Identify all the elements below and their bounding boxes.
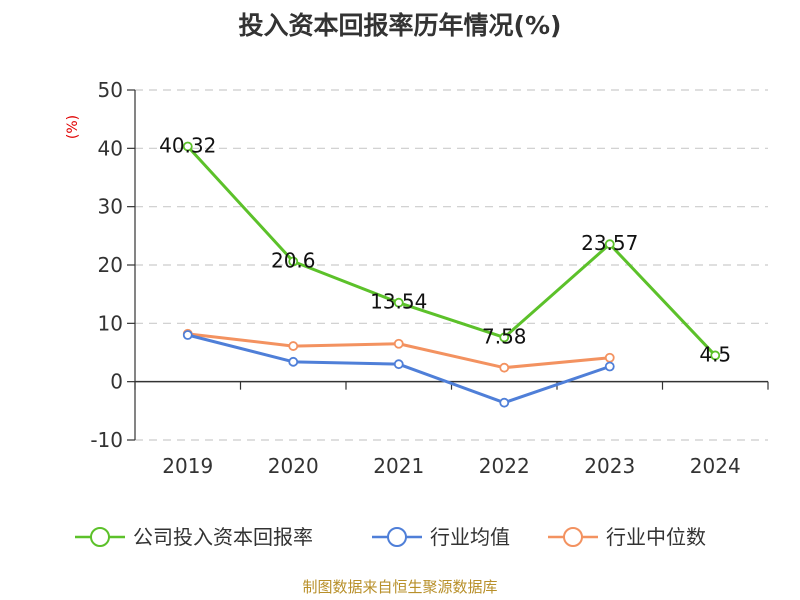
data-label: 13.54: [370, 290, 427, 314]
data-label: 4.5: [699, 342, 731, 366]
y-axis: 50 40 30 20 10 0 -10: [90, 78, 136, 452]
data-label: 20.6: [271, 249, 316, 273]
x-tick-label: 2022: [479, 454, 530, 478]
y-tick-label: 50: [98, 78, 123, 102]
legend-marker: [563, 527, 583, 547]
legend-marker: [387, 527, 407, 547]
data-point: [393, 297, 404, 308]
series-lines: [182, 141, 721, 408]
data-labels: 40.32 20.6 13.54 7.58 23.57 4.5: [159, 133, 731, 366]
y-axis-unit-label: (%): [65, 115, 81, 139]
data-label: 7.58: [482, 324, 527, 348]
data-point: [499, 332, 510, 343]
data-label: 40.32: [159, 133, 216, 157]
data-point: [499, 397, 510, 408]
source-note: 制图数据来自恒生聚源数据库: [302, 578, 497, 596]
data-point: [393, 338, 404, 349]
x-tick-label: 2019: [162, 454, 213, 478]
legend-marker: [90, 527, 110, 547]
legend: 公司投入资本回报率 行业均值 行业中位数: [75, 525, 706, 549]
x-tick-label: 2023: [584, 454, 635, 478]
data-point: [182, 330, 193, 340]
y-tick-label: 20: [98, 253, 123, 277]
data-point: [604, 239, 615, 250]
y-tick-label: -10: [90, 428, 123, 452]
y-tick-label: 10: [98, 311, 123, 335]
data-point: [288, 356, 299, 367]
data-point: [393, 359, 404, 370]
x-axis: 2019 2020 2021 2022 2023 2024: [134, 380, 769, 478]
x-tick-label: 2020: [268, 454, 319, 478]
data-point: [288, 341, 299, 351]
data-point: [182, 141, 193, 152]
data-label: 23.57: [581, 231, 638, 255]
x-tick-label: 2024: [690, 454, 741, 478]
legend-label: 公司投入资本回报率: [133, 525, 313, 549]
chart-title: 投入资本回报率历年情况(%): [239, 11, 562, 40]
series-line-0: [186, 145, 717, 357]
data-point: [604, 352, 615, 363]
data-point: [288, 256, 299, 267]
data-point: [710, 350, 721, 361]
grid-lines: [135, 89, 768, 441]
legend-label: 行业均值: [430, 525, 510, 549]
data-point: [604, 361, 615, 372]
y-tick-label: 30: [98, 195, 123, 219]
data-point: [499, 362, 510, 373]
y-tick-label: 0: [110, 370, 123, 394]
y-tick-label: 40: [98, 136, 123, 160]
legend-label: 行业中位数: [606, 525, 706, 549]
x-tick-label: 2021: [373, 454, 424, 478]
